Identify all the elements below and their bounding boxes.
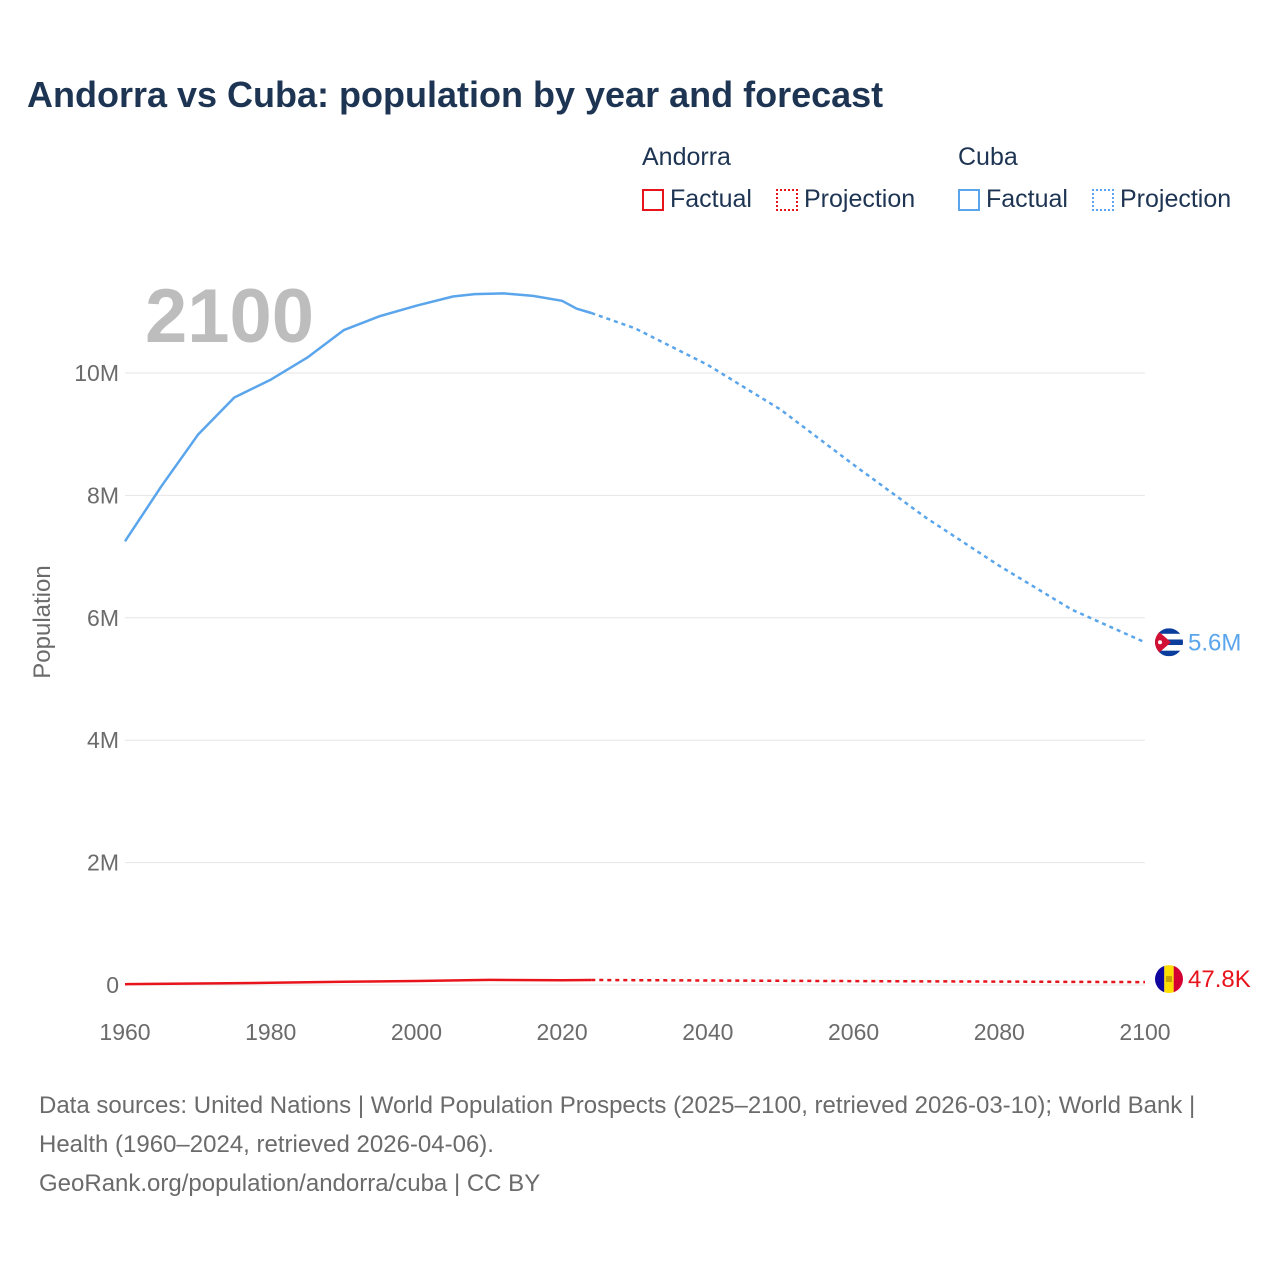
y-tick-label: 10M <box>74 360 119 386</box>
footer: Data sources: United Nations | World Pop… <box>39 1086 1239 1203</box>
legend-label: Factual <box>986 185 1068 213</box>
cuba-end-label: 5.6M <box>1188 629 1241 656</box>
x-tick-label: 2020 <box>537 1019 588 1045</box>
legend-andorra-projection[interactable]: Projection <box>776 185 915 214</box>
year-watermark: 2100 <box>145 274 314 359</box>
y-tick-label: 2M <box>87 850 119 876</box>
andorra-flag-icon <box>1155 965 1183 994</box>
cuba-flag-icon <box>1155 628 1183 657</box>
y-axis-label: Population <box>29 565 56 678</box>
solid-swatch-icon <box>958 188 980 211</box>
legend-group-andorra: Andorra <box>642 143 731 171</box>
x-tick-label: 2040 <box>682 1019 733 1045</box>
y-tick-label: 6M <box>87 605 119 631</box>
legend-group-cuba: Cuba <box>958 143 1018 171</box>
y-tick-label: 4M <box>87 727 119 753</box>
x-tick-label: 2000 <box>391 1019 442 1045</box>
legend-cuba-projection[interactable]: Projection <box>1092 185 1231 214</box>
y-tick-label: 8M <box>87 482 119 508</box>
legend-label: Factual <box>670 185 752 213</box>
data-sources: Data sources: United Nations | World Pop… <box>39 1092 1196 1158</box>
legend-cuba-factual[interactable]: Factual <box>958 185 1068 214</box>
x-tick-label: 2080 <box>974 1019 1025 1045</box>
andorra-end-label: 47.8K <box>1188 966 1251 993</box>
x-tick-label: 1980 <box>245 1019 296 1045</box>
solid-swatch-icon <box>642 188 664 211</box>
cuba-projection-line <box>590 311 1146 644</box>
line-chart: 0 2M 4M 6M 8M 10M 1960 1980 2000 2020 2040 2060 2080… <box>29 274 1251 1045</box>
credit-link[interactable]: GeoRank.org/population/andorra/cuba | CC… <box>39 1170 541 1197</box>
andorra-projection-line <box>591 978 1146 984</box>
cuba-factual-line <box>123 292 592 542</box>
x-tick-label: 1960 <box>99 1019 150 1045</box>
x-tick-label: 2060 <box>828 1019 879 1045</box>
legend-label: Projection <box>1120 185 1232 213</box>
dotted-swatch-icon <box>1092 188 1114 211</box>
andorra-factual-line <box>124 978 592 986</box>
legend-label: Projection <box>804 185 916 213</box>
chart-title: Andorra vs Cuba: population by year and … <box>27 74 884 115</box>
y-tick-label: 0 <box>106 972 119 998</box>
x-tick-label: 2100 <box>1119 1019 1170 1045</box>
legend-andorra-factual[interactable]: Factual <box>642 185 752 214</box>
dotted-swatch-icon <box>776 188 798 211</box>
